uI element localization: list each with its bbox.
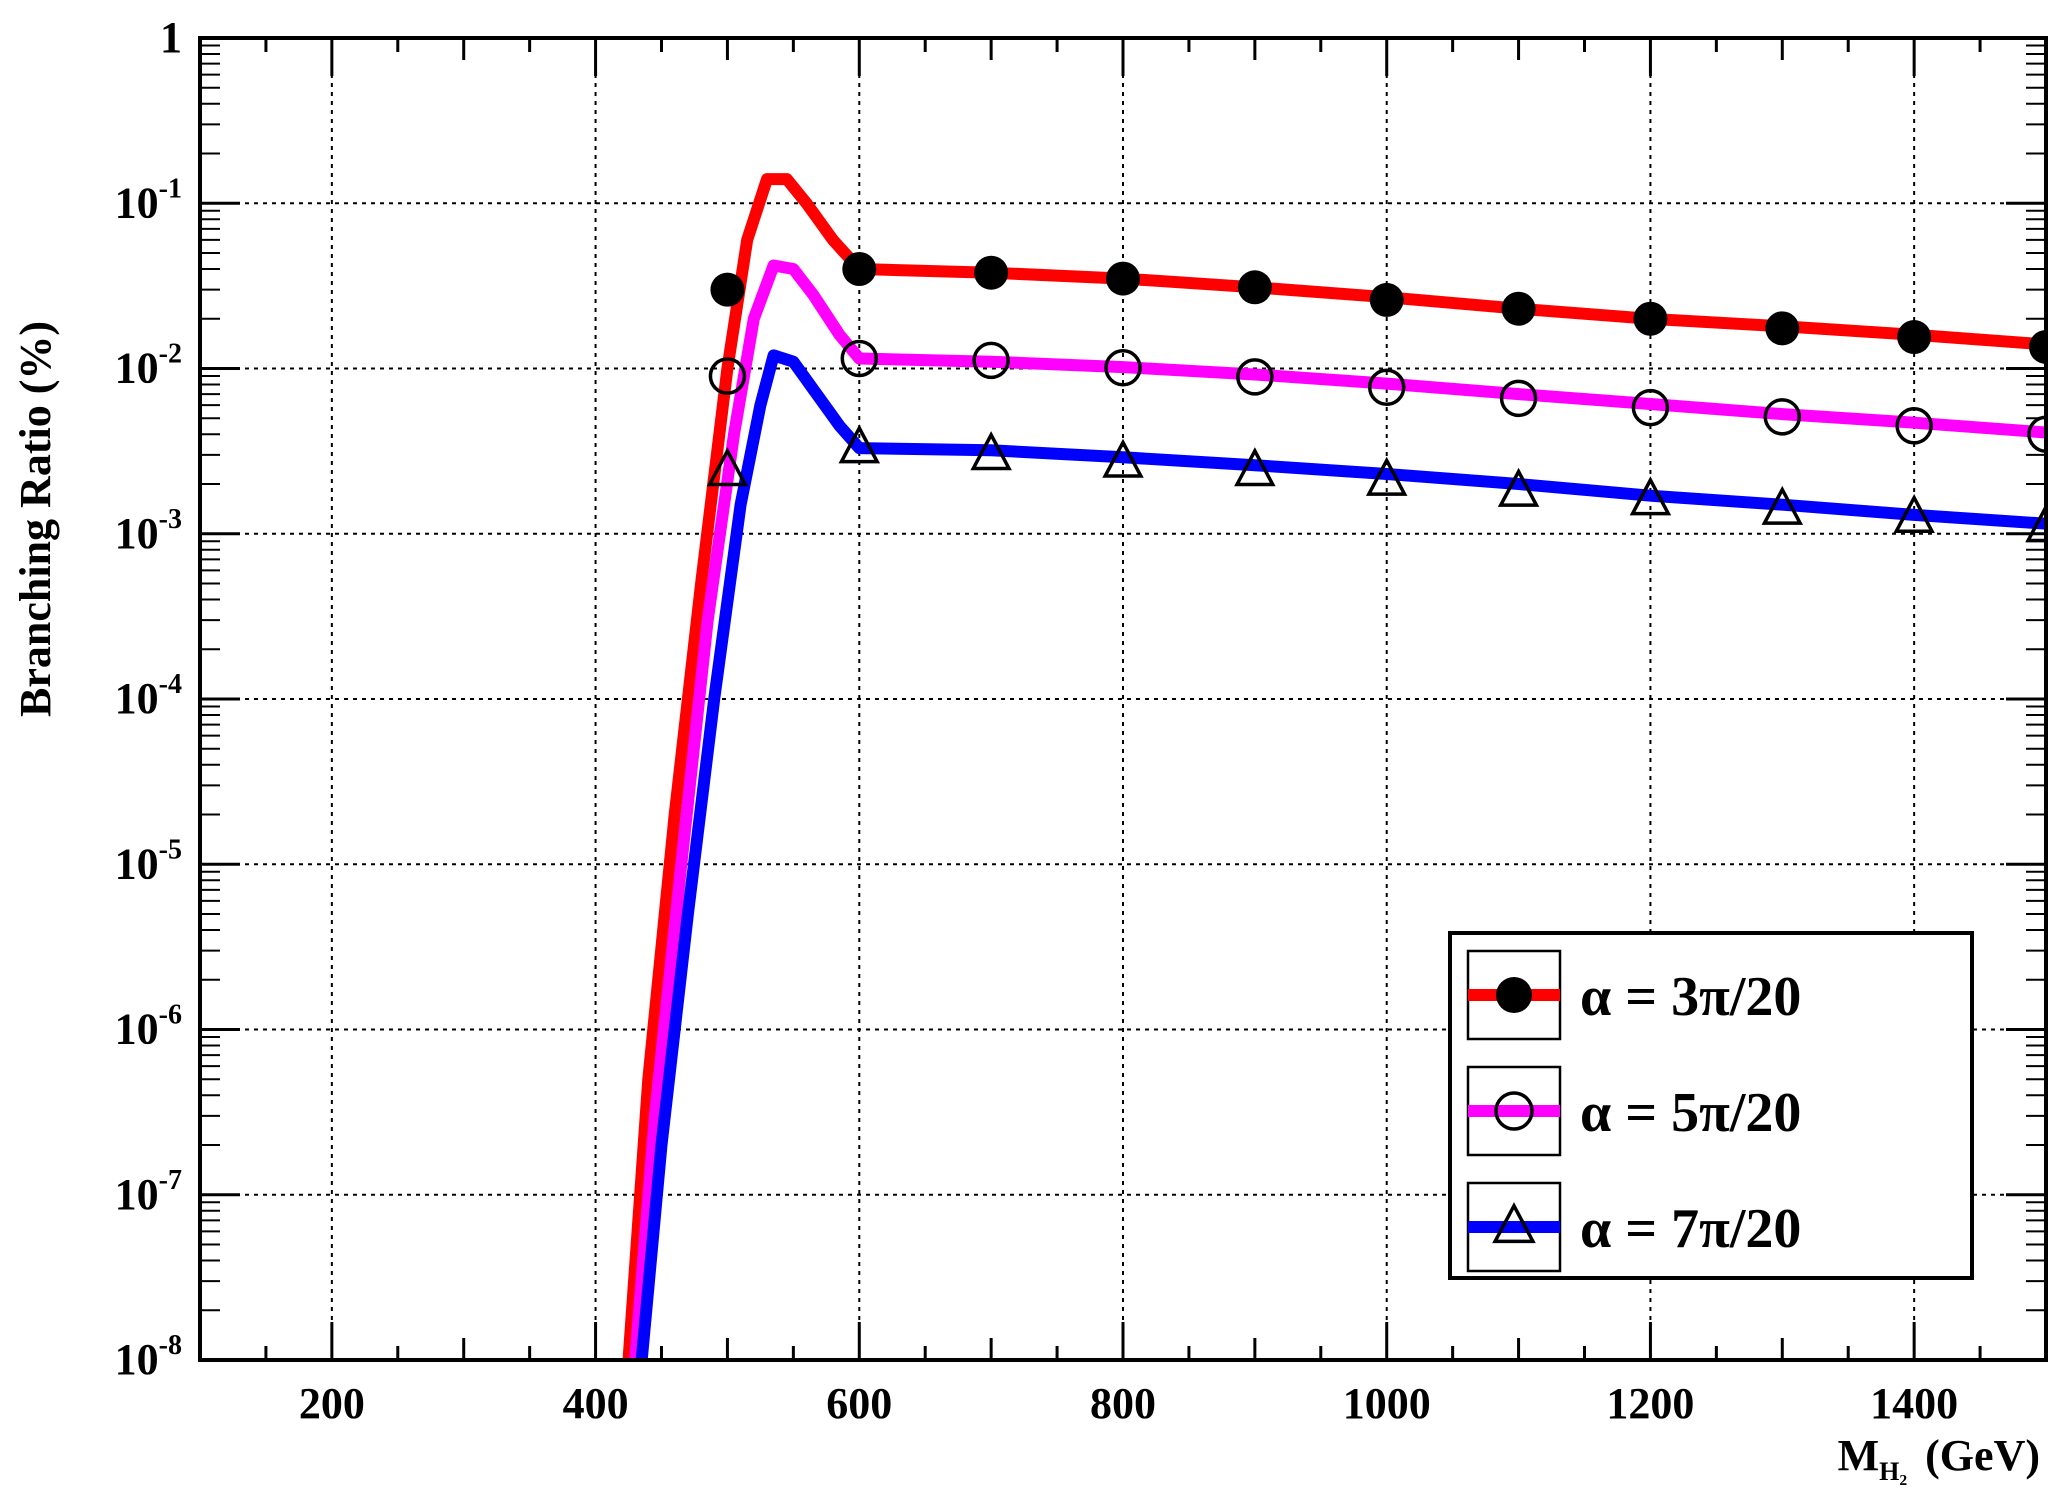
y-tick-exponent: -6	[159, 1000, 182, 1031]
y-tick-base: 10	[115, 1170, 159, 1219]
series-2-marker	[1104, 349, 1142, 387]
series-2-marker	[1367, 368, 1406, 407]
x-tick-label: 200	[299, 1379, 365, 1428]
series-2-marker	[1499, 379, 1538, 418]
x-tick-label: 1200	[1606, 1379, 1694, 1428]
legend-entry-2: α = 5π/20	[1466, 1065, 1801, 1157]
x-axis-title-unit: (GeV)	[1925, 1431, 2040, 1480]
series-3-marker	[1365, 456, 1408, 496]
y-tick-base: 10	[115, 839, 159, 888]
series-3-marker	[1234, 447, 1276, 487]
y-tick-exponent: -8	[159, 1330, 182, 1361]
y-tick-exponent: -3	[159, 504, 182, 535]
series-1-marker	[1106, 261, 1140, 296]
series-1-marker	[1633, 301, 1668, 336]
y-tick-base: 10	[115, 1005, 159, 1054]
series-2	[629, 259, 2046, 1360]
series-1-marker	[2029, 329, 2046, 364]
series-3	[635, 349, 2046, 1360]
series-2-marker	[1763, 398, 1802, 436]
series-2-marker	[1236, 358, 1274, 396]
x-axis-title-main: M	[1838, 1431, 1880, 1480]
series-1-marker	[1369, 282, 1404, 317]
x-tick-labels: 200 400 600 800 1000 1200 1400	[299, 1379, 1958, 1428]
y-tick-label: 10-1	[115, 173, 182, 227]
series-1-marker	[710, 272, 745, 307]
series-2-marker	[1895, 407, 1933, 445]
y-tick-exponent: -1	[159, 173, 182, 204]
x-tick-label: 1400	[1870, 1379, 1958, 1428]
series-1-marker	[1897, 320, 1932, 355]
series-3-marker	[1761, 485, 1804, 525]
y-tick-base: 1	[160, 13, 182, 62]
series-3-marker	[2025, 503, 2046, 543]
legend-entry-3: α = 7π/20	[1466, 1181, 1801, 1273]
series-3-marker	[706, 447, 749, 487]
series-3-marker	[970, 431, 1012, 471]
series-1-marker	[974, 255, 1009, 290]
legend-swatch-marker	[1494, 1091, 1534, 1131]
y-tick-labels: 110-110-210-310-410-510-610-710-8	[115, 13, 182, 1384]
y-tick-base: 10	[115, 1335, 159, 1384]
y-tick-base: 10	[115, 178, 159, 227]
series-layer	[622, 173, 2046, 1360]
series-1-marker	[1237, 270, 1272, 305]
legend-label: α = 3π/20	[1580, 966, 1801, 1028]
legend-entry-1: α = 3π/20	[1466, 949, 1801, 1041]
series-3-marker	[1102, 438, 1144, 478]
y-tick-label: 10-3	[115, 504, 182, 558]
legend-label: α = 5π/20	[1580, 1082, 1801, 1144]
series-2-marker	[2027, 415, 2046, 454]
y-tick-label: 10-6	[115, 1000, 182, 1054]
series-3-marker	[1497, 467, 1540, 507]
y-tick-label: 10-8	[115, 1330, 182, 1384]
y-tick-label: 10-2	[115, 339, 182, 393]
y-tick-base: 10	[115, 674, 159, 723]
series-2-marker	[1631, 388, 1670, 427]
series-1-marker	[842, 252, 877, 287]
y-tick-label: 10-5	[115, 834, 182, 888]
x-tick-label: 800	[1090, 1379, 1156, 1428]
series-1-marker	[1765, 311, 1800, 346]
x-axis-title-subscript: H₂	[1879, 1457, 1907, 1486]
y-axis-title: Branching Ratio (%)	[11, 321, 60, 717]
series-3-line	[635, 349, 2046, 1360]
series-2-marker	[708, 357, 747, 395]
y-tick-exponent: -7	[159, 1165, 182, 1196]
series-1-marker	[1501, 291, 1536, 326]
y-tick-label: 10-4	[115, 669, 182, 723]
y-tick-label: 1	[160, 13, 182, 62]
x-tick-label: 1000	[1343, 1379, 1431, 1428]
y-tick-exponent: -4	[159, 669, 182, 700]
ticks-layer	[200, 36, 2048, 1362]
series-3-marker	[1629, 476, 1672, 516]
plot-frame	[198, 36, 2048, 1362]
series-2-marker	[840, 339, 879, 378]
series-3-marker	[838, 424, 881, 464]
series-2-marker	[972, 341, 1010, 380]
y-tick-base: 10	[115, 344, 159, 393]
y-tick-base: 10	[115, 509, 159, 558]
x-tick-label: 400	[563, 1379, 629, 1428]
x-axis-title: MH₂ (GeV)	[1838, 1431, 2040, 1486]
series-1-line	[622, 173, 2046, 1360]
series-3-marker	[1893, 493, 1935, 534]
series-1	[622, 173, 2046, 1360]
x-tick-label: 600	[826, 1379, 892, 1428]
y-tick-exponent: -2	[159, 339, 182, 370]
y-tick-exponent: -5	[159, 834, 182, 865]
legend: α = 3π/20 α = 5π/20 α = 7π/20	[1448, 931, 1974, 1280]
legend-swatch-marker	[1492, 1202, 1536, 1244]
legend-swatch-marker	[1496, 977, 1532, 1013]
legend-label: α = 7π/20	[1580, 1198, 1801, 1260]
y-tick-label: 10-7	[115, 1165, 182, 1219]
